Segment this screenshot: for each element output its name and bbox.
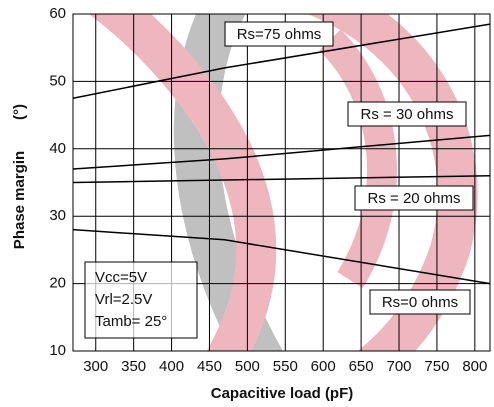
x-tick-label: 750 bbox=[424, 358, 449, 375]
condition-text: Tamb= 25° bbox=[95, 313, 167, 330]
y-axis-title: Phase margin bbox=[11, 151, 28, 249]
y-tick-label: 40 bbox=[49, 140, 66, 157]
x-tick-label: 600 bbox=[311, 358, 336, 375]
x-tick-label: 350 bbox=[121, 358, 146, 375]
conditions-box bbox=[84, 261, 198, 339]
y-tick-label: 60 bbox=[49, 5, 66, 22]
y-axis-unit: (°) bbox=[11, 104, 28, 120]
series-label: Rs = 20 ohms bbox=[368, 190, 461, 207]
series-line bbox=[72, 23, 491, 99]
y-tick-label: 30 bbox=[49, 207, 66, 224]
condition-text: Vrl=2.5V bbox=[95, 291, 152, 308]
y-tick-label: 10 bbox=[49, 342, 66, 359]
condition-text: Vcc=5V bbox=[95, 269, 147, 286]
series-line bbox=[72, 134, 491, 170]
y-tick-label: 50 bbox=[49, 72, 66, 89]
x-tick-label: 550 bbox=[273, 358, 298, 375]
x-tick-label: 700 bbox=[387, 358, 412, 375]
series-label: Rs=75 ohms bbox=[237, 26, 322, 43]
series-label-box bbox=[224, 21, 334, 47]
series-label-box bbox=[369, 289, 471, 315]
series-label-box bbox=[354, 185, 474, 211]
y-tick-label: 20 bbox=[49, 275, 66, 292]
series-line bbox=[72, 175, 491, 184]
x-tick-label: 650 bbox=[349, 358, 374, 375]
x-tick-label: 300 bbox=[83, 358, 108, 375]
x-axis-title: Capacitive load (pF) bbox=[211, 385, 354, 402]
series-label: Rs=0 ohms bbox=[382, 294, 458, 311]
series-label-box bbox=[347, 101, 467, 127]
x-tick-label: 800 bbox=[462, 358, 487, 375]
series-label: Rs = 30 ohms bbox=[361, 106, 454, 123]
watermark bbox=[88, 14, 478, 351]
x-tick-label: 400 bbox=[159, 358, 184, 375]
x-tick-label: 450 bbox=[197, 358, 222, 375]
series-line bbox=[72, 228, 491, 285]
x-tick-label: 500 bbox=[235, 358, 260, 375]
